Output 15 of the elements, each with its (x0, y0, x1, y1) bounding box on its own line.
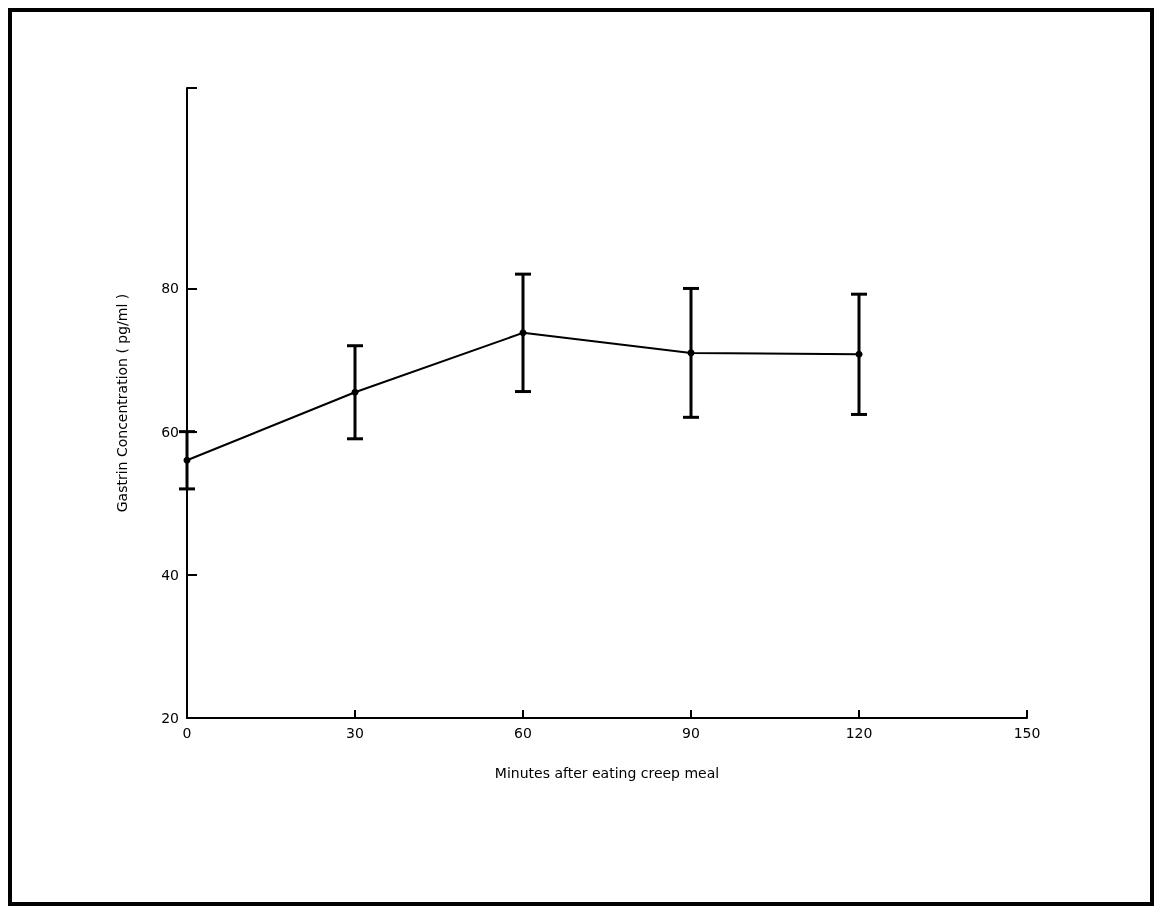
y-tick-label: 80 (161, 280, 179, 297)
point (855, 350, 863, 358)
point (351, 388, 359, 396)
x-tick-label: 120 (845, 725, 873, 741)
x-tick-label: 90 (682, 725, 700, 741)
y-axis-title: Gastrin Concentration ( pg/ml ) (114, 293, 130, 513)
x-tick-label: 30 (346, 725, 364, 741)
y-tick-label: 20 (161, 710, 179, 726)
x-tick-label: 150 (1013, 725, 1041, 741)
x-tick-label: 0 (182, 725, 192, 741)
point (183, 456, 191, 464)
x-axis-title: Minutes after eating creep meal (494, 765, 720, 781)
x-tick-label: 60 (514, 725, 532, 741)
y-tick-label: 40 (161, 566, 179, 583)
y-tick-label: 60 (161, 423, 179, 440)
